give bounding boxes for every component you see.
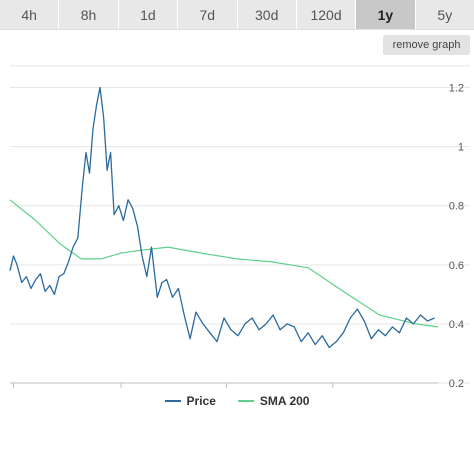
legend-price-label: Price <box>186 394 216 408</box>
legend-price-swatch <box>164 400 181 402</box>
chart-legend: Price SMA 200 <box>0 392 474 410</box>
sma-200-line <box>9 199 439 328</box>
tab-7d[interactable]: 7d <box>178 0 238 29</box>
y-tick-label: 0.4 <box>449 319 464 331</box>
legend-sma-label: SMA 200 <box>259 394 310 408</box>
series-layer <box>9 86 439 349</box>
legend-sma-swatch <box>237 400 254 402</box>
y-tick-label: 0.2 <box>449 378 464 388</box>
y-tick-label: 1 <box>458 142 464 154</box>
tab-1y[interactable]: 1y <box>356 0 416 29</box>
y-tick-label: 1.2 <box>449 83 464 95</box>
time-range-tabs: 4h 8h 1d 7d 30d 120d 1y 5y <box>0 0 474 30</box>
tab-1d[interactable]: 1d <box>118 0 179 29</box>
price-chart: 0.20.40.60.811.2Oct '24Jan '25Apr '25Jul… <box>9 65 470 388</box>
grid <box>10 65 470 388</box>
tab-4h[interactable]: 4h <box>0 0 60 29</box>
tab-8h[interactable]: 8h <box>59 0 119 29</box>
tab-5y[interactable]: 5y <box>415 0 474 29</box>
remove-graph-button[interactable]: remove graph <box>383 35 470 55</box>
y-tick-label: 0.8 <box>449 201 464 213</box>
axis-labels: 0.20.40.60.811.2Oct '24Jan '25Apr '25Jul… <box>449 83 464 388</box>
legend-item-sma-200[interactable]: SMA 200 <box>237 394 310 408</box>
legend-item-price[interactable]: Price <box>164 394 216 408</box>
price-line <box>9 86 435 349</box>
tab-30d[interactable]: 30d <box>237 0 297 29</box>
y-tick-label: 0.6 <box>449 260 464 272</box>
tab-120d[interactable]: 120d <box>296 0 357 29</box>
